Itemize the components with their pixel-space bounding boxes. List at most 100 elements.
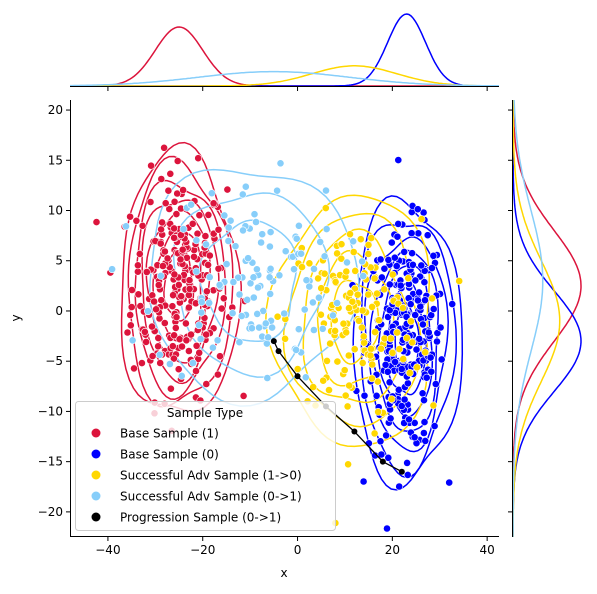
point-successful-adv-sample-0-1 [155,350,164,359]
point-base-sample-1 [157,225,165,234]
point-successful-adv-sample-0-1 [189,359,197,367]
point-base-sample-1 [146,198,155,206]
progression-point [275,348,282,355]
point-base-sample-0 [418,389,427,398]
point-base-sample-1 [201,232,210,240]
point-base-sample-0 [411,276,420,285]
progression-point [351,428,358,435]
point-base-sample-1 [158,262,167,270]
point-base-sample-1 [190,252,198,261]
point-base-sample-0 [380,264,389,273]
point-base-sample-0 [427,367,436,376]
point-base-sample-0 [391,357,399,366]
point-successful-adv-sample-1-0 [374,316,383,325]
point-successful-adv-sample-1-0 [349,248,358,256]
point-base-sample-0 [390,253,399,262]
point-successful-adv-sample-1-0 [421,348,430,357]
point-successful-adv-sample-1-0 [353,290,362,299]
point-base-sample-0 [421,436,430,445]
point-base-sample-1 [219,294,228,303]
point-base-sample-0 [393,232,402,241]
y-tick-label: 20 [48,103,63,117]
point-base-sample-1 [181,319,190,328]
point-base-sample-1 [223,185,232,194]
point-successful-adv-sample-0-1 [235,338,244,347]
x-tick-label: 40 [480,543,495,557]
point-successful-adv-sample-0-1 [301,373,310,382]
point-base-sample-1 [137,359,146,367]
point-successful-adv-sample-1-0 [399,355,408,363]
point-successful-adv-sample-0-1 [143,307,152,316]
y-tick-label: −15 [38,455,63,469]
point-successful-adv-sample-1-0 [325,386,333,394]
point-successful-adv-sample-0-1 [273,186,281,195]
point-base-sample-0 [410,418,419,427]
point-base-sample-0 [448,300,457,308]
point-base-sample-0 [397,402,406,410]
point-base-sample-0 [406,300,415,309]
point-base-sample-0 [360,391,369,400]
x-tick-label: −20 [190,543,215,557]
point-successful-adv-sample-1-0 [356,235,365,244]
point-successful-adv-sample-1-0 [305,259,314,268]
point-base-sample-0 [429,251,438,260]
point-base-sample-0 [386,414,395,423]
point-successful-adv-sample-1-0 [380,285,389,294]
point-base-sample-1 [176,255,185,264]
point-base-sample-0 [414,229,423,238]
point-successful-adv-sample-0-1 [322,225,331,233]
point-successful-adv-sample-0-1 [292,234,301,243]
point-base-sample-1 [154,334,163,342]
point-base-sample-0 [408,260,417,269]
point-successful-adv-sample-1-0 [367,234,376,242]
point-base-sample-1 [154,281,163,289]
point-base-sample-1 [156,239,165,248]
point-successful-adv-sample-0-1 [314,293,323,302]
point-successful-adv-sample-1-0 [429,401,438,410]
point-successful-adv-sample-0-1 [316,237,325,246]
point-successful-adv-sample-1-0 [344,351,353,360]
point-successful-adv-sample-1-0 [341,391,350,400]
point-base-sample-0 [423,231,432,240]
point-base-sample-1 [178,342,186,351]
point-base-sample-0 [385,280,394,289]
point-successful-adv-sample-1-0 [370,429,379,438]
point-base-sample-1 [140,327,149,336]
point-base-sample-1 [130,364,138,373]
point-successful-adv-sample-0-1 [253,309,262,318]
point-successful-adv-sample-0-1 [333,299,341,307]
point-base-sample-0 [419,429,428,437]
point-base-sample-0 [396,281,405,290]
point-base-sample-1 [142,268,151,276]
point-base-sample-1 [216,352,224,361]
x-axis-ticks: −40 −20 0 20 40 [95,537,495,557]
point-base-sample-0 [383,524,391,533]
point-base-sample-0 [431,380,440,388]
point-successful-adv-sample-0-1 [224,223,233,232]
point-base-sample-1 [202,380,211,388]
point-successful-adv-sample-0-1 [322,186,330,195]
point-base-sample-1 [170,233,178,242]
top-kde-successful-adv-sample-0-1 [70,70,499,87]
point-successful-adv-sample-0-1 [290,265,298,274]
point-successful-adv-sample-0-1 [358,257,366,266]
point-base-sample-1 [202,330,211,339]
point-base-sample-1 [160,143,168,152]
kde-contour-base-sample-1 [134,179,227,401]
point-base-sample-1 [169,354,178,363]
point-base-sample-1 [185,284,194,293]
point-successful-adv-sample-1-0 [402,334,411,342]
point-base-sample-0 [420,396,428,405]
legend-label-base-sample-0: Base Sample (0) [120,448,219,462]
point-base-sample-1 [195,211,204,220]
point-successful-adv-sample-1-0 [346,289,355,297]
point-successful-adv-sample-0-1 [239,226,247,235]
point-base-sample-0 [421,296,429,305]
right-kde-successful-adv-sample-0-1 [512,100,544,537]
point-base-sample-1 [174,280,183,289]
point-successful-adv-sample-0-1 [309,326,318,334]
point-successful-adv-sample-1-0 [388,270,397,279]
point-base-sample-0 [436,323,445,332]
point-base-sample-1 [168,342,177,351]
point-successful-adv-sample-1-0 [350,345,359,354]
